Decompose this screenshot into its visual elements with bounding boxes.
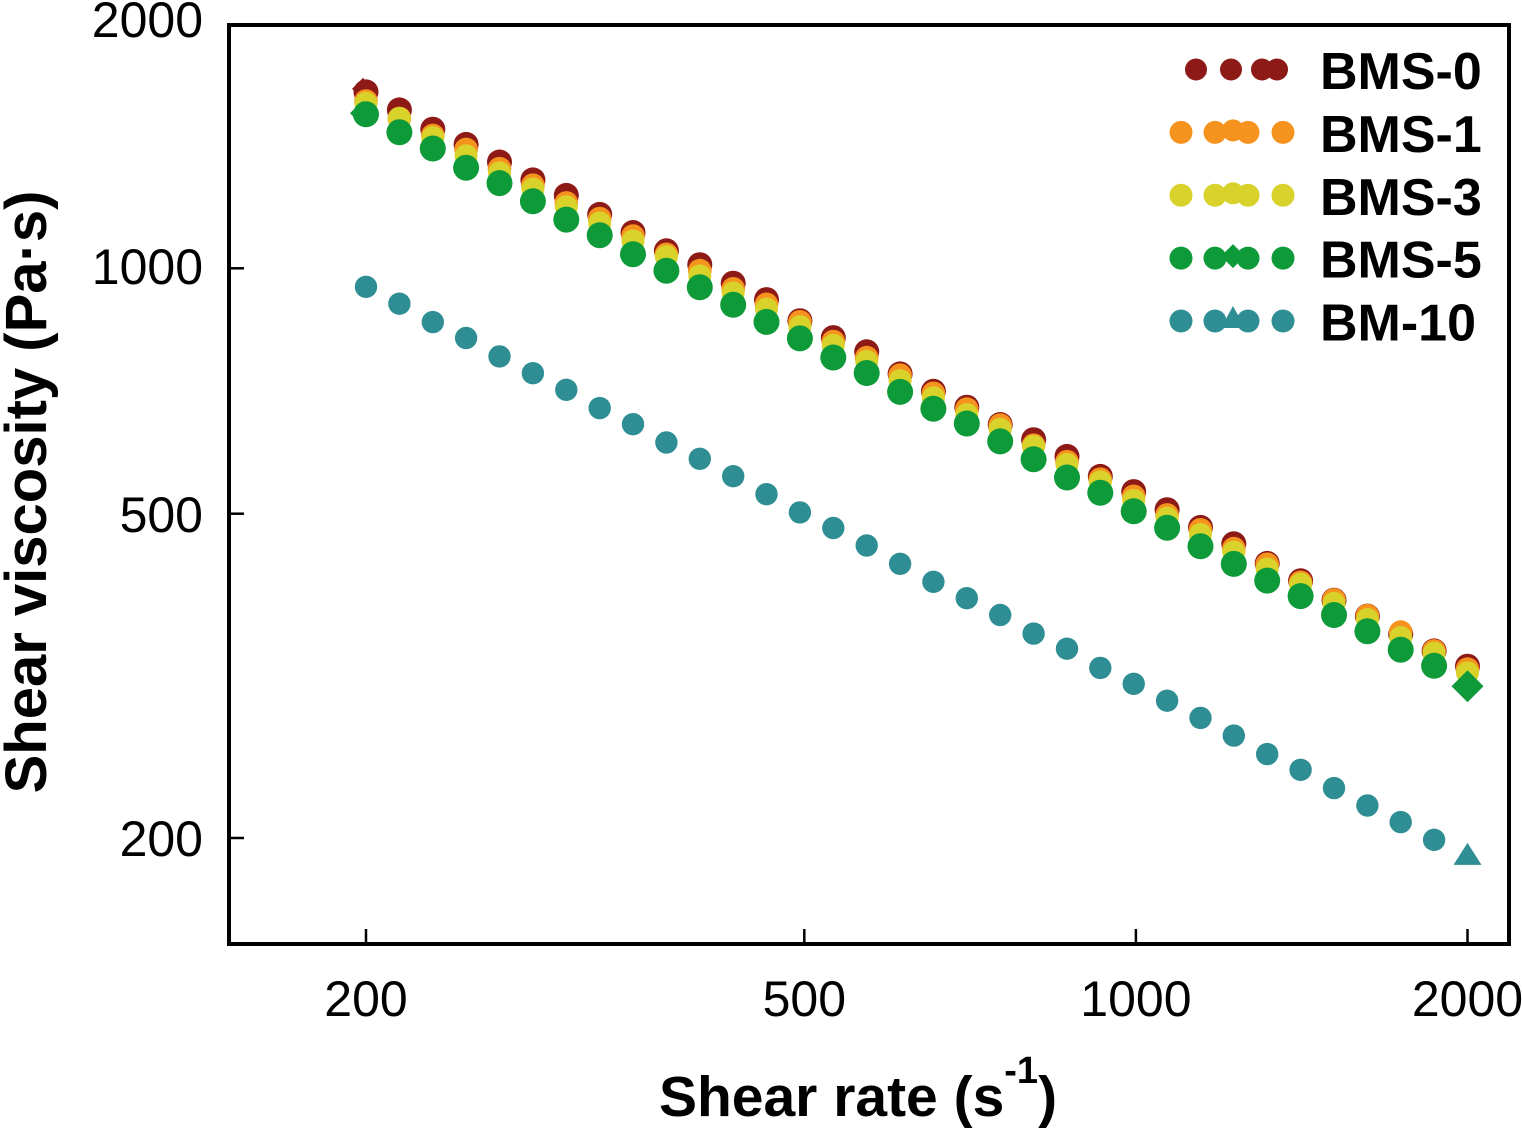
svg-text:BMS-3: BMS-3 [1320, 169, 1482, 227]
svg-text:500: 500 [763, 971, 846, 1027]
svg-text:200: 200 [324, 971, 407, 1027]
svg-text:1000: 1000 [92, 239, 203, 295]
svg-text:500: 500 [120, 487, 203, 543]
svg-text:BMS-0: BMS-0 [1320, 43, 1482, 101]
svg-text:BMS-5: BMS-5 [1320, 232, 1482, 290]
svg-text:2000: 2000 [1412, 971, 1522, 1027]
svg-text:2000: 2000 [92, 0, 203, 48]
svg-text:1000: 1000 [1080, 971, 1191, 1027]
svg-text:BM-10: BM-10 [1320, 295, 1476, 353]
svg-text:200: 200 [120, 811, 203, 867]
svg-text:BMS-1: BMS-1 [1320, 106, 1482, 164]
svg-text:Shear viscosity (Pa·s): Shear viscosity (Pa·s) [0, 191, 59, 794]
